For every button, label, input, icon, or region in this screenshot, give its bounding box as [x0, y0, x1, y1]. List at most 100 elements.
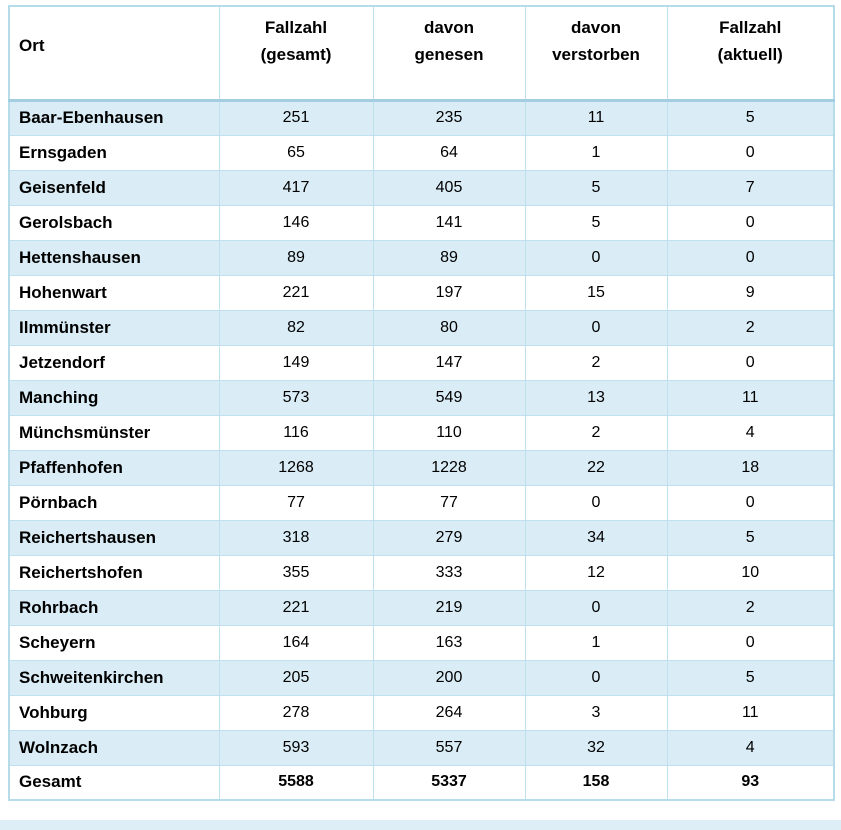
value-cell: 318 — [218, 519, 374, 556]
table-row: Vohburg 278 264 3 11 — [8, 694, 835, 731]
cases-table-header: Ort Fallzahl (gesamt) davon genesen davo… — [8, 5, 835, 102]
value-cell: 89 — [372, 239, 526, 276]
value-cell: 158 — [524, 764, 668, 801]
value-cell: 65 — [218, 134, 374, 171]
value-cell: 163 — [372, 624, 526, 661]
cases-table: Ort Fallzahl (gesamt) davon genesen davo… — [8, 5, 835, 801]
column-header-ort-label: Ort — [19, 35, 45, 55]
value-cell: 0 — [524, 239, 668, 276]
value-cell: 1228 — [372, 449, 526, 486]
table-row: Gerolsbach 146 141 5 0 — [8, 204, 835, 241]
value-cell: 205 — [218, 659, 374, 696]
value-cell: 1 — [524, 134, 668, 171]
value-cell: 2 — [524, 414, 668, 451]
bottom-page-strip — [0, 820, 841, 830]
ort-cell: Reichertshausen — [8, 519, 220, 556]
value-cell: 235 — [372, 99, 526, 136]
value-cell: 0 — [524, 659, 668, 696]
table-row: Scheyern 164 163 1 0 — [8, 624, 835, 661]
value-cell: 89 — [218, 239, 374, 276]
ort-cell: Pfaffenhofen — [8, 449, 220, 486]
value-cell: 0 — [524, 589, 668, 626]
value-cell: 549 — [372, 379, 526, 416]
table-row: Rohrbach 221 219 0 2 — [8, 589, 835, 626]
value-cell: 417 — [218, 169, 374, 206]
ort-cell: Jetzendorf — [8, 344, 220, 381]
value-cell: 0 — [666, 484, 835, 521]
table-row: Geisenfeld 417 405 5 7 — [8, 169, 835, 206]
value-cell: 5337 — [372, 764, 526, 801]
table-row: Reichertshausen 318 279 34 5 — [8, 519, 835, 556]
value-cell: 80 — [372, 309, 526, 346]
value-cell: 141 — [372, 204, 526, 241]
value-cell: 93 — [666, 764, 835, 801]
value-cell: 1268 — [218, 449, 374, 486]
ort-cell: Gesamt — [8, 764, 220, 801]
table-row: Hettenshausen 89 89 0 0 — [8, 239, 835, 276]
ort-cell: Scheyern — [8, 624, 220, 661]
value-cell: 221 — [218, 274, 374, 311]
value-cell: 355 — [218, 554, 374, 591]
value-cell: 9 — [666, 274, 835, 311]
value-cell: 5 — [524, 169, 668, 206]
column-header-line2: genesen — [414, 45, 484, 64]
value-cell: 12 — [524, 554, 668, 591]
column-header-line1: Fallzahl — [264, 18, 328, 37]
total-row: Gesamt 5588 5337 158 93 — [8, 764, 835, 801]
column-header-line1: davon — [423, 18, 475, 37]
value-cell: 32 — [524, 729, 668, 766]
value-cell: 0 — [524, 484, 668, 521]
column-header-line2: (gesamt) — [260, 45, 332, 64]
column-header-ort: Ort — [8, 5, 220, 102]
column-header-fallzahl-aktuell: Fallzahl (aktuell) — [666, 5, 835, 102]
value-cell: 333 — [372, 554, 526, 591]
value-cell: 7 — [666, 169, 835, 206]
cases-table-body: Baar-Ebenhausen 251 235 11 5 Ernsgaden 65 64 1 0 G… — [8, 99, 835, 801]
ort-cell: Rohrbach — [8, 589, 220, 626]
table-row: Münchsmünster 116 110 2 4 — [8, 414, 835, 451]
value-cell: 10 — [666, 554, 835, 591]
value-cell: 405 — [372, 169, 526, 206]
value-cell: 5 — [666, 659, 835, 696]
table-row: Schweitenkirchen 205 200 0 5 — [8, 659, 835, 696]
value-cell: 22 — [524, 449, 668, 486]
value-cell: 279 — [372, 519, 526, 556]
value-cell: 219 — [372, 589, 526, 626]
value-cell: 4 — [666, 729, 835, 766]
value-cell: 147 — [372, 344, 526, 381]
table-row: Ilmmünster 82 80 0 2 — [8, 309, 835, 346]
value-cell: 0 — [524, 309, 668, 346]
ort-cell: Ernsgaden — [8, 134, 220, 171]
ort-cell: Reichertshofen — [8, 554, 220, 591]
ort-cell: Schweitenkirchen — [8, 659, 220, 696]
column-header-davon-verstorben: davon verstorben — [524, 5, 668, 102]
column-header-fallzahl-gesamt: Fallzahl (gesamt) — [218, 5, 374, 102]
table-row: Hohenwart 221 197 15 9 — [8, 274, 835, 311]
ort-cell: Hettenshausen — [8, 239, 220, 276]
value-cell: 13 — [524, 379, 668, 416]
value-cell: 164 — [218, 624, 374, 661]
column-header-line2: (aktuell) — [717, 45, 783, 64]
value-cell: 2 — [666, 589, 835, 626]
value-cell: 557 — [372, 729, 526, 766]
table-row: Manching 573 549 13 11 — [8, 379, 835, 416]
ort-cell: Baar-Ebenhausen — [8, 99, 220, 136]
value-cell: 5 — [666, 99, 835, 136]
value-cell: 82 — [218, 309, 374, 346]
value-cell: 573 — [218, 379, 374, 416]
column-header-line1: Fallzahl — [719, 18, 782, 37]
value-cell: 5588 — [218, 764, 374, 801]
table-row: Baar-Ebenhausen 251 235 11 5 — [8, 99, 835, 136]
value-cell: 116 — [218, 414, 374, 451]
header-row: Ort Fallzahl (gesamt) davon genesen davo… — [8, 5, 835, 102]
value-cell: 2 — [524, 344, 668, 381]
value-cell: 146 — [218, 204, 374, 241]
value-cell: 11 — [524, 99, 668, 136]
ort-cell: Hohenwart — [8, 274, 220, 311]
value-cell: 0 — [666, 239, 835, 276]
value-cell: 221 — [218, 589, 374, 626]
value-cell: 3 — [524, 694, 668, 731]
ort-cell: Vohburg — [8, 694, 220, 731]
value-cell: 77 — [372, 484, 526, 521]
value-cell: 251 — [218, 99, 374, 136]
